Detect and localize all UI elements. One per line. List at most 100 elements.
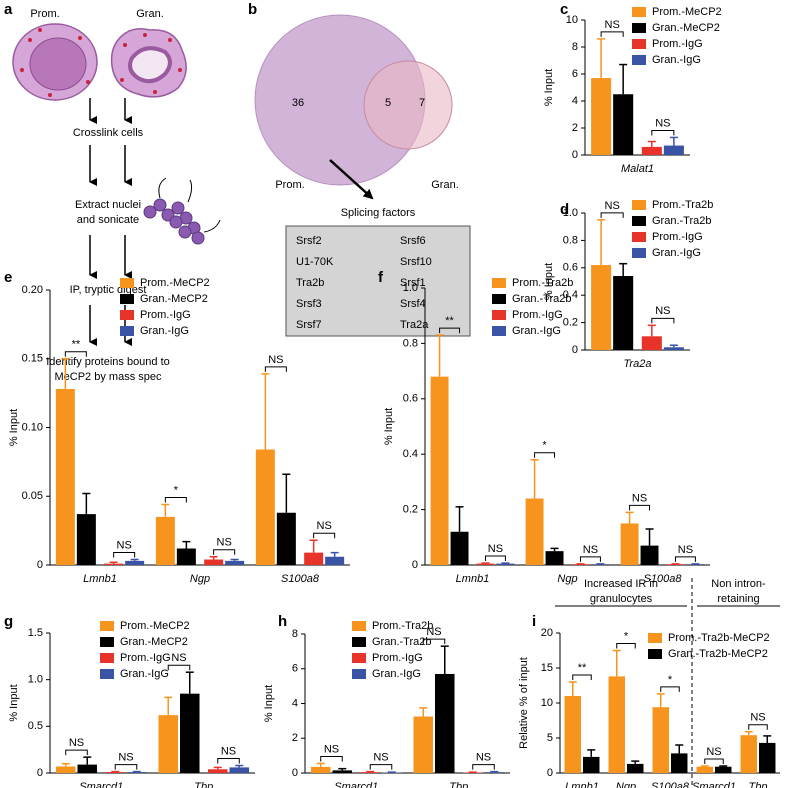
y-tick-label: 1.0 [563, 207, 578, 219]
legend-swatch [632, 39, 646, 49]
legend-label: Gran.-MeCP2 [140, 293, 208, 305]
significance-label: NS [373, 752, 388, 764]
legend-label: Gran.-IgG [512, 325, 561, 337]
y-tick-label: 0.2 [563, 317, 578, 329]
significance-label: * [174, 484, 179, 496]
legend-swatch [632, 216, 646, 226]
bar [715, 766, 732, 773]
bar [430, 376, 449, 565]
bar [759, 742, 776, 773]
step-label: IP, tryptic digest [70, 284, 147, 296]
legend-label: Gran.-IgG [140, 325, 189, 337]
x-tick-label: Lmnb1 [565, 781, 599, 788]
legend-swatch [648, 649, 662, 659]
y-tick-label: 6 [292, 663, 298, 675]
significance-label: NS [221, 745, 236, 757]
significance-bracket [164, 497, 187, 503]
significance-label: ** [72, 339, 81, 351]
factor: Srsf1 [400, 277, 426, 289]
y-axis-label: Relative % of input [518, 657, 530, 749]
y-tick-label: 8 [292, 628, 298, 640]
y-tick-label: 0.4 [563, 289, 578, 301]
bar [696, 766, 713, 773]
step-label: Extract nuclei [75, 199, 141, 211]
bar [360, 772, 381, 773]
bar [591, 265, 612, 350]
bar [496, 563, 515, 565]
bar [613, 94, 634, 155]
step-label: and sonicate [77, 214, 139, 226]
venn-count: 5 [385, 97, 391, 109]
bar [641, 336, 662, 350]
factor: Srsf6 [400, 235, 426, 247]
bar [276, 512, 296, 565]
significance-bracket [369, 764, 393, 770]
bar [545, 551, 564, 565]
bar [76, 514, 96, 565]
y-tick-label: 0.05 [22, 490, 43, 502]
legend-label: Prom.-Tra2b-MeCP2 [668, 632, 770, 644]
bar [620, 523, 639, 565]
bar [55, 766, 76, 773]
bar [663, 145, 684, 155]
significance-bracket [704, 758, 724, 764]
legend-label: Gran.-MeCP2 [652, 22, 720, 34]
significance-bracket [600, 212, 624, 218]
y-tick-label: 10 [566, 14, 578, 26]
significance-bracket [320, 755, 343, 762]
bar [740, 735, 757, 773]
panel-label: d [560, 201, 569, 218]
x-tick-label: S100a8 [281, 573, 320, 585]
legend-swatch [492, 294, 506, 304]
significance-label: NS [426, 626, 441, 638]
y-tick-label: 0 [37, 559, 43, 571]
panel-label: a [4, 1, 13, 18]
bar [255, 449, 275, 565]
venn-art [254, 14, 471, 337]
factor: U1-70K [296, 256, 334, 268]
y-tick-label: 0.8 [563, 234, 578, 246]
x-tick-label: Tbp [449, 781, 468, 788]
legend-swatch [632, 248, 646, 258]
legend-swatch [352, 653, 366, 663]
y-tick-label: 4 [292, 697, 298, 709]
panel-label: b [248, 1, 257, 18]
legend-swatch [632, 23, 646, 33]
bar [450, 531, 469, 565]
significance-bracket [113, 552, 136, 558]
y-tick-label: 0 [412, 559, 418, 571]
significance-label: NS [117, 539, 132, 551]
y-tick-label: 8 [572, 41, 578, 53]
bar-chart: 0 2 4 6 8 10 % Input Malat1 NS NS Prom.-MeCP2 Gran.… [543, 6, 722, 175]
bar-chart: 0 0.05 0.10 0.15 0.20 % Input Lmnb1 ** NS Ngp * NS S… [8, 277, 350, 585]
bar [641, 146, 662, 155]
y-tick-label: 0 [37, 767, 43, 779]
y-tick-label: 0 [572, 149, 578, 161]
significance-label: NS [217, 537, 232, 549]
panel-label: h [278, 613, 287, 630]
y-tick-label: 6 [572, 68, 578, 80]
significance-label: NS [324, 743, 339, 755]
y-tick-label: 1.0 [403, 282, 418, 294]
bar [229, 767, 250, 773]
bar [310, 766, 331, 773]
significance-bracket [422, 638, 446, 645]
significance-bracket [213, 549, 236, 555]
y-tick-label: 0.15 [22, 353, 43, 365]
bar-chart: 00.51.01.5% InputSmarcd1NSNSTbpNSNSProm.… [8, 620, 255, 788]
x-tick-label: Lmnb1 [83, 573, 117, 585]
venn-count: 36 [292, 97, 304, 109]
bar [583, 756, 600, 773]
y-axis-label: % Input [543, 69, 555, 106]
y-axis-label: % Input [8, 409, 20, 446]
bar [207, 769, 228, 773]
factor: Tra2a [400, 319, 429, 331]
legend-label: Gran.-MeCP2 [120, 636, 188, 648]
legend-label: Gran.-IgG [652, 54, 701, 66]
bar [225, 560, 245, 565]
bar [332, 770, 353, 773]
bar [125, 560, 145, 565]
significance-label: NS [317, 520, 332, 532]
legend-swatch [120, 278, 134, 288]
